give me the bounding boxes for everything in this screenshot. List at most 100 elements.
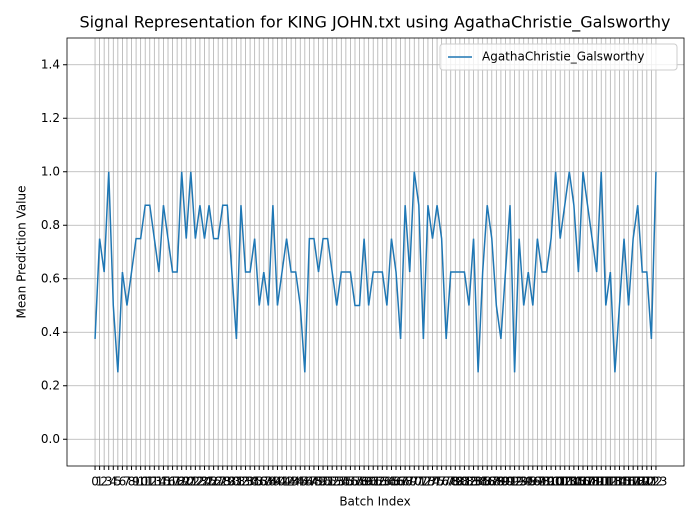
x-tick-label: 115 xyxy=(608,475,631,489)
x-tick-label: 100 xyxy=(540,475,563,489)
x-tick-label: 106 xyxy=(567,475,590,489)
x-tick-label: 61 xyxy=(366,475,381,489)
x-tick-label: 63 xyxy=(375,475,390,489)
x-tick-label: 45 xyxy=(293,475,308,489)
x-tick-label: 46 xyxy=(297,475,312,489)
x-tick-label: 86 xyxy=(480,475,495,489)
y-tick-label: 0.8 xyxy=(41,218,60,232)
x-tick-label: 62 xyxy=(370,475,385,489)
x-tick-label: 10 xyxy=(133,475,148,489)
x-tick-label: 50 xyxy=(315,475,330,489)
x-tick-label: 41 xyxy=(274,475,289,489)
x-tick-label: 51 xyxy=(320,475,335,489)
x-tick-label: 66 xyxy=(388,475,403,489)
x-tick-label: 82 xyxy=(461,475,476,489)
x-tick-label: 92 xyxy=(507,475,522,489)
x-tick-label: 117 xyxy=(617,475,640,489)
x-tick-label: 38 xyxy=(261,475,276,489)
x-tick-label: 113 xyxy=(599,475,622,489)
x-tick-label: 29 xyxy=(220,475,235,489)
x-tick-label: 99 xyxy=(539,475,554,489)
x-tick-label: 108 xyxy=(576,475,599,489)
x-tick-label: 8 xyxy=(128,475,136,489)
x-tick-label: 60 xyxy=(361,475,376,489)
x-tick-label: 83 xyxy=(466,475,481,489)
x-tick-label: 20 xyxy=(179,475,194,489)
x-tick-label: 14 xyxy=(151,475,166,489)
x-tick-label: 77 xyxy=(439,475,454,489)
x-tick-label: 103 xyxy=(553,475,576,489)
x-tick-label: 5 xyxy=(114,475,122,489)
x-tick-label: 89 xyxy=(493,475,508,489)
x-tick-label: 102 xyxy=(549,475,572,489)
x-tick-label: 76 xyxy=(434,475,449,489)
x-tick-label: 31 xyxy=(229,475,244,489)
x-tick-label: 16 xyxy=(160,475,175,489)
x-tick-label: 109 xyxy=(581,475,604,489)
y-tick-label: 0.4 xyxy=(41,325,60,339)
x-tick-label: 21 xyxy=(183,475,198,489)
x-tick-label: 97 xyxy=(530,475,545,489)
x-tick-label: 79 xyxy=(448,475,463,489)
x-axis-label: Batch Index xyxy=(339,495,410,509)
x-tick-label: 73 xyxy=(420,475,435,489)
x-tick-label: 37 xyxy=(256,475,271,489)
x-tick-label: 96 xyxy=(525,475,540,489)
x-tick-label: 42 xyxy=(279,475,294,489)
y-tick-label: 1.4 xyxy=(41,57,60,71)
x-tick-label: 2 xyxy=(100,475,108,489)
y-tick-label: 0.6 xyxy=(41,271,60,285)
x-tick-label: 13 xyxy=(147,475,162,489)
x-tick-label: 58 xyxy=(352,475,367,489)
y-tick-label: 0.0 xyxy=(41,432,60,446)
x-tick-label: 23 xyxy=(192,475,207,489)
x-tick-label: 107 xyxy=(572,475,595,489)
x-tick-label: 36 xyxy=(252,475,267,489)
x-tick-label: 119 xyxy=(626,475,649,489)
x-tick-label: 85 xyxy=(475,475,490,489)
x-tick-label: 55 xyxy=(338,475,353,489)
x-tick-label: 87 xyxy=(484,475,499,489)
x-tick-label: 65 xyxy=(384,475,399,489)
x-tick-label: 47 xyxy=(302,475,317,489)
x-tick-label: 4 xyxy=(109,475,117,489)
x-tick-label: 24 xyxy=(197,475,212,489)
x-tick-label: 94 xyxy=(516,475,531,489)
x-tick-label: 69 xyxy=(402,475,417,489)
x-tick-label: 95 xyxy=(521,475,536,489)
x-tick-label: 49 xyxy=(311,475,326,489)
x-tick-label: 67 xyxy=(393,475,408,489)
y-tick-label: 0.2 xyxy=(41,378,60,392)
x-tick-label: 71 xyxy=(411,475,426,489)
x-tick-label: 90 xyxy=(498,475,513,489)
x-tick-label: 53 xyxy=(329,475,344,489)
x-tick-label: 111 xyxy=(590,475,613,489)
x-tick-label: 68 xyxy=(398,475,413,489)
x-tick-label: 0 xyxy=(91,475,99,489)
x-tick-label: 30 xyxy=(224,475,239,489)
y-axis-label: Mean Prediction Value xyxy=(15,186,29,319)
legend-box xyxy=(439,43,678,71)
x-tick-label: 25 xyxy=(201,475,216,489)
x-tick-label: 7 xyxy=(123,475,131,489)
x-tick-label: 1 xyxy=(96,475,104,489)
x-tick-label: 6 xyxy=(119,475,127,489)
x-tick-label: 88 xyxy=(489,475,504,489)
x-tick-label: 57 xyxy=(347,475,362,489)
x-tick-label: 112 xyxy=(594,475,617,489)
x-tick-label: 84 xyxy=(470,475,485,489)
x-tick-label: 93 xyxy=(512,475,527,489)
x-tick-label: 101 xyxy=(544,475,567,489)
x-tick-label: 104 xyxy=(558,475,581,489)
x-tick-label: 40 xyxy=(270,475,285,489)
x-tick-label: 43 xyxy=(283,475,298,489)
x-tick-label: 98 xyxy=(534,475,549,489)
x-tick-label: 121 xyxy=(635,475,658,489)
series-line xyxy=(94,171,657,373)
x-tick-label: 118 xyxy=(622,475,645,489)
x-tick-label: 74 xyxy=(425,475,440,489)
x-tick-label: 32 xyxy=(233,475,248,489)
y-tick-label: 1.2 xyxy=(41,111,60,125)
x-tick-label: 54 xyxy=(334,475,349,489)
x-tick-label: 17 xyxy=(165,475,180,489)
